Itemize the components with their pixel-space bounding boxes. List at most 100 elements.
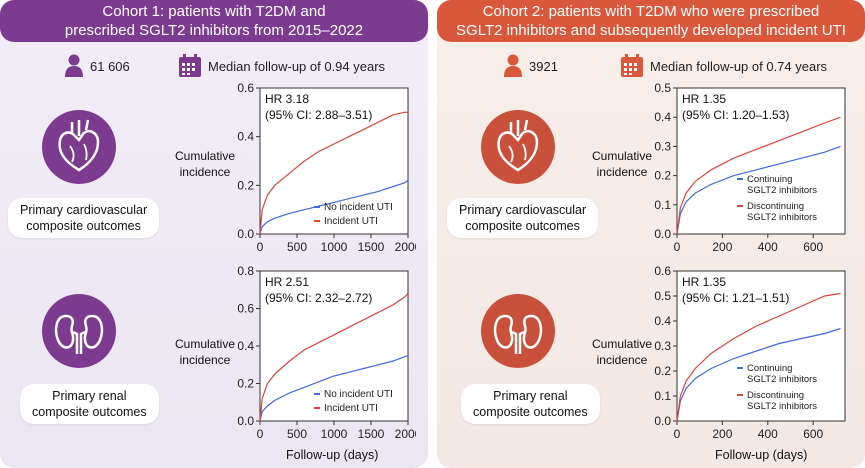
cohort1-follow-up-text: Median follow-up of 0.94 years (208, 58, 386, 74)
series-line-blue (259, 179, 409, 235)
cohort2-follow-up-text: Median follow-up of 0.74 years (650, 58, 828, 74)
y-tick-label: 0.3 (654, 139, 671, 153)
x-tick-label: 0 (674, 427, 681, 441)
x-tick-label: 500 (287, 240, 307, 254)
c1-renal-ylabel-line1: Cumulative (174, 337, 236, 351)
calendar-icon (179, 54, 201, 77)
legend-label: Continuing (747, 363, 792, 374)
y-tick-label: 0.8 (237, 265, 254, 278)
c2-cardio-ylabel-line1: Cumulative (591, 149, 653, 163)
c2-xlabel: Follow-up (days) (715, 448, 808, 462)
x-tick-label: 200 (712, 240, 732, 254)
c1-cardio-chart: 0.0 0.2 0.4 0.6 0 500 1000 1500 2000 HR 3.18 (95% … (237, 82, 416, 254)
cohort2-banner-line1: Cohort 2: patients with T2DM who were pr… (482, 3, 820, 20)
legend-label: SGLT2 inhibitors (747, 185, 817, 196)
series-line-red (676, 116, 841, 235)
cohort2-follow-up: Median follow-up of 0.74 years (620, 54, 827, 78)
legend-label: Discontinuing (747, 201, 804, 212)
y-tick-label: 0.0 (654, 227, 671, 241)
series-line-red (259, 293, 409, 422)
cohort1-follow-up: Median follow-up of 0.94 years (178, 54, 385, 78)
y-tick-label: 0.2 (654, 364, 671, 378)
cohort1-renal-label-line1: Primary renal (52, 389, 127, 403)
hr-value: HR 1.35 (682, 275, 726, 289)
cohort1-cardio-label-line2: composite outcomes (26, 219, 141, 233)
cohort1-banner: Cohort 1: patients with T2DM and prescri… (0, 0, 428, 42)
x-tick-label: 400 (758, 240, 778, 254)
legend-label: Incident UTI (324, 216, 378, 227)
cohort2-n: 3921 (529, 58, 558, 74)
legend-label: No incident UTI (324, 202, 393, 213)
y-tick-label: 0.0 (237, 227, 254, 241)
y-tick-label: 0.6 (654, 265, 671, 278)
y-tick-label: 0.1 (654, 389, 671, 403)
cohort1-banner-line2: prescribed SGLT2 inhibitors from 2015–20… (64, 22, 364, 39)
x-tick-label: 1000 (321, 427, 348, 441)
heart-icon (497, 119, 539, 172)
hr-ci: (95% CI: 1.20–1.53) (682, 108, 789, 122)
x-tick-label: 400 (758, 427, 778, 441)
x-tick-label: 1500 (358, 240, 385, 254)
plot-area (676, 87, 846, 235)
cohort1-cardio-label-line1: Primary cardiovascular (20, 203, 148, 217)
cohort1-n: 61 606 (90, 58, 130, 74)
series-line-blue (676, 145, 841, 235)
legend-label: SGLT2 inhibitors (747, 212, 817, 223)
cohort2-patient-count: 3921 (503, 54, 558, 78)
hr-value: HR 3.18 (265, 92, 309, 106)
series-line-red (259, 111, 408, 235)
c2-cardio-ylabel: Cumulative incidence (577, 148, 667, 180)
hr-ci: (95% CI: 2.32–2.72) (265, 291, 372, 305)
y-tick-label: 0.4 (237, 130, 254, 144)
y-tick-label: 0.6 (237, 82, 254, 95)
person-icon (504, 54, 522, 77)
c1-xlabel: Follow-up (days) (286, 448, 379, 462)
legend-label: SGLT2 inhibitors (747, 374, 817, 385)
cohort2-panel: Cohort 2: patients with T2DM who were pr… (437, 0, 865, 468)
cohort1-panel: Cohort 1: patients with T2DM and prescri… (0, 0, 428, 468)
legend-label: Continuing (747, 174, 792, 185)
c2-renal-ylabel-line2: incidence (596, 353, 648, 367)
legend-label: Discontinuing (747, 390, 804, 401)
cohort2-cardio-label-line2: composite outcomes (465, 219, 580, 233)
cohort1-banner-line1: Cohort 1: patients with T2DM and (102, 3, 326, 20)
x-tick-label: 1500 (358, 427, 385, 441)
y-tick-label: 0.5 (654, 82, 671, 95)
c1-renal-ylabel-line2: incidence (179, 353, 231, 367)
y-tick-label: 0.2 (237, 178, 254, 192)
y-tick-label: 0.4 (654, 314, 671, 328)
cohort2-kidney-circle (481, 294, 555, 368)
y-tick-label: 0.4 (654, 110, 671, 124)
c2-renal-chart: 0.0 0.1 0.2 0.3 0.4 0.5 0.6 0 200 400 600 HR 1.35 (9… (654, 265, 846, 441)
cohort1-cardio-label: Primary cardiovascular composite outcome… (8, 198, 160, 238)
y-tick-label: 0.0 (237, 414, 254, 428)
c1-renal-ylabel: Cumulative incidence (160, 336, 250, 368)
y-tick-label: 0.0 (654, 414, 671, 428)
legend-label: SGLT2 inhibitors (747, 401, 817, 412)
cohort2-cardio-label: Primary cardiovascular composite outcome… (447, 198, 599, 238)
y-tick-label: 0.2 (237, 377, 254, 391)
x-tick-label: 600 (803, 427, 823, 441)
x-tick-label: 200 (712, 427, 732, 441)
c1-cardio-ylabel-line2: incidence (179, 165, 231, 179)
hr-ci: (95% CI: 2.88–3.51) (265, 108, 372, 122)
cohort2-banner-line2: SGLT2 inhibitors and subsequently develo… (456, 22, 846, 39)
c2-renal-ylabel: Cumulative incidence (577, 336, 667, 368)
cohort2-renal-label-line1: Primary renal (493, 389, 568, 403)
x-tick-label: 0 (257, 427, 264, 441)
series-line-red (676, 292, 841, 422)
c1-cardio-ylabel-line1: Cumulative (174, 149, 236, 163)
y-tick-label: 0.6 (237, 302, 254, 316)
x-tick-label: 1000 (321, 240, 348, 254)
c1-renal-chart: 0.0 0.2 0.4 0.6 0.8 0 500 1000 1500 2000 HR 2.51 (9… (237, 265, 416, 441)
c1-cardio-ylabel: Cumulative incidence (160, 148, 250, 180)
hr-value: HR 1.35 (682, 92, 726, 106)
cohort2-cardio-label-line1: Primary cardiovascular (459, 203, 587, 217)
x-tick-label: 500 (287, 427, 307, 441)
person-icon (65, 54, 83, 77)
series-line-blue (259, 354, 409, 422)
cohort2-banner: Cohort 2: patients with T2DM who were pr… (437, 0, 865, 42)
kidney-icon (54, 314, 104, 354)
y-tick-label: 0.3 (654, 339, 671, 353)
cohort1-kidney-circle (42, 294, 116, 368)
